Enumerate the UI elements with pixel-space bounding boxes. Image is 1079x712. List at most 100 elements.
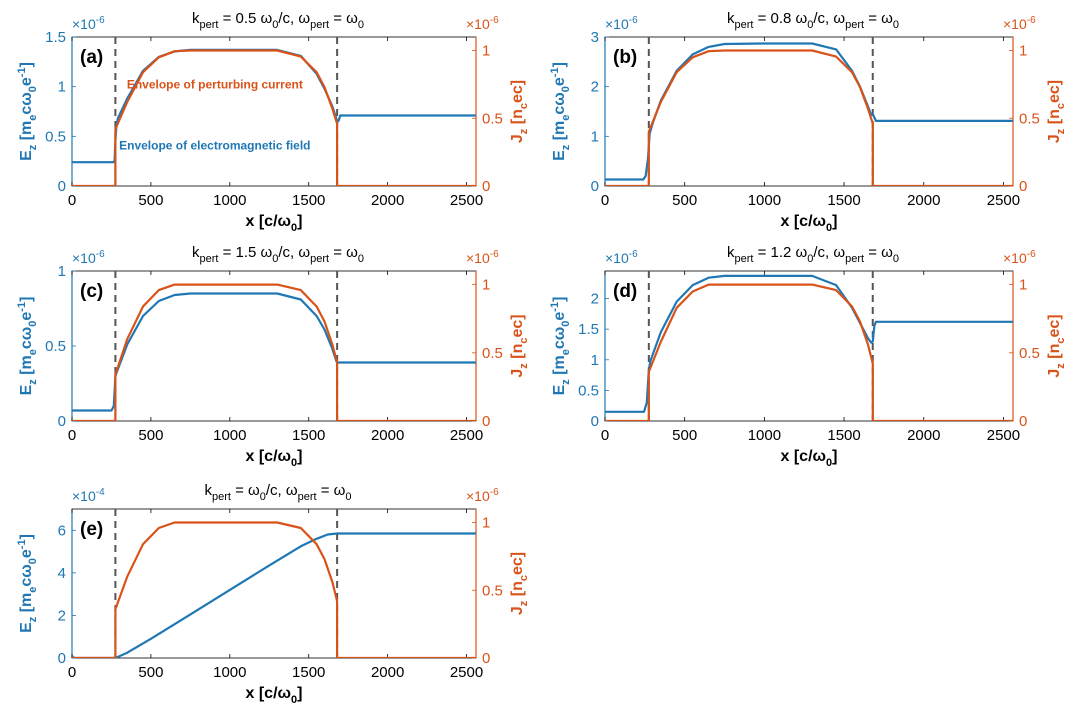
panel-title: kpert = 1.2 ω0/c, ωpert = ω0 [727, 244, 899, 265]
right-axis-exponent: ×10-6 [1003, 249, 1036, 266]
right-y-tick-label: 0 [482, 178, 490, 195]
right-axis-exponent: ×10-6 [466, 487, 499, 504]
left-y-tick-label: 2 [58, 607, 66, 624]
panel-e: 0 500 1000 1500 2000 2500 x [c/ω0] 0 2 4 6 0 0.5 1 ×10… [16, 482, 530, 706]
left-y-axis-label: Ez [mecω0e-1] [16, 297, 39, 396]
x-tick-label: 1000 [748, 192, 781, 209]
x-tick-label: 500 [138, 427, 163, 444]
left-y-tick-label: 0 [591, 413, 599, 430]
right-y-tick-label: 1 [482, 277, 490, 294]
right-y-axis-label: Jz [ncec] [509, 314, 530, 377]
panel-label: (e) [80, 519, 103, 540]
right-y-axis-label: Jz [ncec] [1046, 314, 1067, 377]
x-tick-label: 2500 [450, 192, 483, 209]
x-axis-label: x [c/ω0] [781, 213, 838, 234]
panel-label: (c) [80, 281, 103, 302]
x-tick-label: 1500 [827, 192, 860, 209]
series-current-line [605, 49, 1013, 186]
x-tick-label: 0 [68, 192, 76, 209]
plot-frame [71, 36, 477, 187]
x-tick-label: 2000 [371, 192, 404, 209]
x-tick-label: 2500 [987, 427, 1020, 444]
panel-b: 0 500 1000 1500 2000 2500 x [c/ω0] 0 1 2 3 0 0.5 1 ×10… [549, 10, 1067, 234]
right-axis-exponent: ×10-6 [1003, 15, 1036, 32]
series-em-field-line [605, 274, 1013, 413]
panel-c: 0 500 1000 1500 2000 2500 x [c/ω0] 0 0.5 1 0 0.5 1 ×1… [16, 244, 530, 469]
left-y-tick-label: 1 [58, 79, 66, 96]
right-y-tick-label: 0 [482, 650, 490, 667]
left-y-axis-label: Ez [mecω0e-1] [549, 62, 572, 161]
left-y-axis-label: Ez [mecω0e-1] [549, 297, 572, 396]
series-current-line [605, 283, 1013, 421]
panel-title: kpert = 1.5 ω0/c, ωpert = ω0 [192, 244, 364, 265]
left-y-tick-label: 2 [591, 291, 599, 308]
panel-title: kpert = ω0/c, ωpert = ω0 [204, 482, 351, 503]
left-y-axis-label: Ez [mecω0e-1] [16, 62, 39, 161]
x-tick-label: 1000 [213, 192, 246, 209]
series-em-field-line [605, 42, 1013, 181]
x-tick-label: 1500 [292, 664, 325, 681]
left-y-tick-label: 1 [591, 128, 599, 145]
x-tick-label: 2000 [907, 192, 940, 209]
x-tick-label: 500 [138, 192, 163, 209]
left-y-axis-label: Ez [mecω0e-1] [16, 534, 39, 633]
plot-frame [604, 270, 1014, 422]
x-axis-label: x [c/ω0] [781, 448, 838, 469]
left-y-tick-label: 0 [58, 178, 66, 195]
right-y-axis-label: Jz [ncec] [509, 552, 530, 615]
x-tick-label: 2000 [371, 427, 404, 444]
x-tick-label: 500 [138, 664, 163, 681]
panel-a: 0 500 1000 1500 2000 2500 x [c/ω0] 0 0.5 1 1.5 0 0.5… [16, 10, 530, 234]
x-tick-label: 2500 [450, 664, 483, 681]
right-y-tick-label: 0.5 [1019, 110, 1040, 127]
right-y-tick-label: 0 [1019, 413, 1027, 430]
x-tick-label: 1000 [213, 664, 246, 681]
x-tick-label: 500 [672, 427, 697, 444]
x-axis-label: x [c/ω0] [246, 685, 303, 706]
x-tick-label: 2500 [987, 192, 1020, 209]
panel-label: (a) [80, 47, 103, 68]
right-y-tick-label: 0.5 [482, 110, 503, 127]
x-tick-label: 1500 [827, 427, 860, 444]
series-annotation: Envelope of electromagnetic field [119, 138, 310, 152]
left-axis-exponent: ×10-6 [605, 249, 638, 266]
panel-title: kpert = 0.8 ω0/c, ωpert = ω0 [727, 10, 899, 31]
x-tick-label: 1000 [748, 427, 781, 444]
right-y-tick-label: 0 [482, 413, 490, 430]
right-y-tick-label: 1 [1019, 277, 1027, 294]
left-y-tick-label: 0.5 [45, 338, 66, 355]
series-em-field-line [72, 532, 476, 658]
x-axis-label: x [c/ω0] [246, 448, 303, 469]
x-tick-label: 2000 [907, 427, 940, 444]
panel-label: (d) [613, 281, 637, 302]
right-y-axis-label: Jz [ncec] [1046, 80, 1067, 143]
right-y-tick-label: 1 [482, 515, 490, 532]
x-tick-label: 0 [68, 664, 76, 681]
right-y-tick-label: 1 [1019, 43, 1027, 60]
series-current-line [72, 521, 476, 658]
right-y-tick-label: 0 [1019, 178, 1027, 195]
right-y-tick-label: 1 [482, 43, 490, 60]
series-current-line [72, 283, 476, 421]
x-tick-label: 1500 [292, 427, 325, 444]
right-axis-exponent: ×10-6 [466, 249, 499, 266]
series-annotation: Envelope of perturbing current [127, 77, 303, 91]
left-y-tick-label: 0 [591, 178, 599, 195]
right-y-tick-label: 0.5 [482, 582, 503, 599]
left-axis-exponent: ×10-6 [72, 249, 105, 266]
left-y-tick-label: 0.5 [578, 382, 599, 399]
right-y-axis-label: Jz [ncec] [509, 80, 530, 143]
x-tick-label: 1500 [292, 192, 325, 209]
x-tick-label: 0 [601, 192, 609, 209]
left-axis-exponent: ×10-6 [72, 15, 105, 32]
left-y-tick-label: 1 [58, 263, 66, 280]
left-y-tick-label: 4 [58, 565, 66, 582]
left-y-tick-label: 1 [591, 352, 599, 369]
right-y-tick-label: 0.5 [482, 345, 503, 362]
left-y-tick-label: 1.5 [578, 321, 599, 338]
x-tick-label: 1000 [213, 427, 246, 444]
x-tick-label: 500 [672, 192, 697, 209]
left-y-tick-label: 6 [58, 522, 66, 539]
left-axis-exponent: ×10-6 [605, 15, 638, 32]
